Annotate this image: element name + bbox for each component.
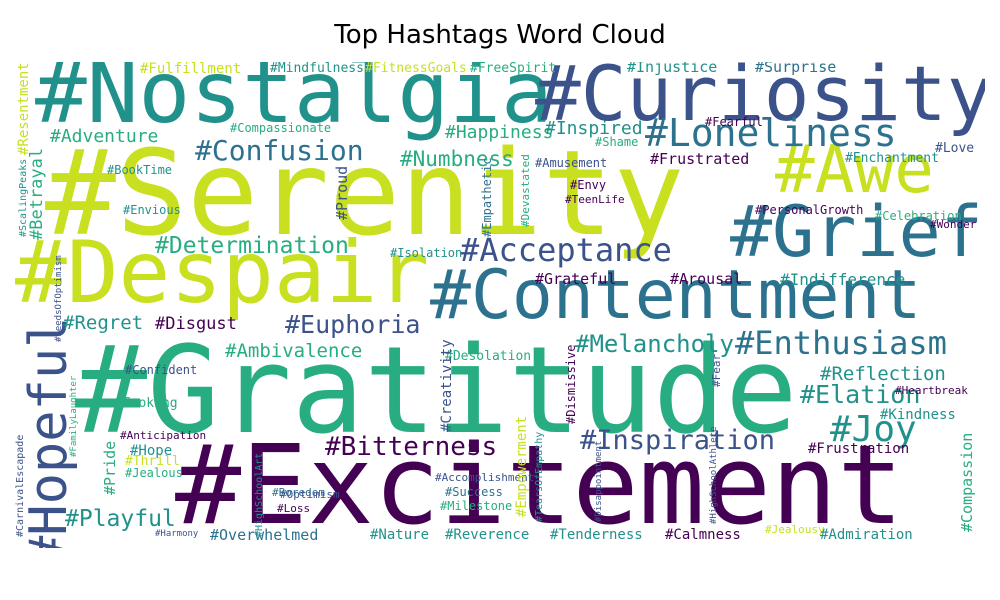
- word-fitnessgoals: #FitnessGoals: [365, 62, 467, 76]
- word-fear: #Fear: [710, 353, 723, 387]
- word-contentment: #Contentment: [430, 256, 922, 335]
- word-jealousy: #Jealousy: [765, 523, 825, 536]
- word-empowerment: #Empowerment: [514, 415, 530, 517]
- word-enchantment: #Enchantment: [845, 151, 939, 166]
- word-excitement: #Excitement: [175, 421, 904, 548]
- word-serenity: #Serenity: [45, 124, 685, 262]
- word-frustrated: #Frustrated: [650, 150, 750, 168]
- word-inspiration: #Inspiration: [580, 425, 776, 456]
- word-devastated: #Devastated: [519, 154, 532, 227]
- word-euphoria: #Euphoria: [285, 310, 421, 339]
- word-resentment: #Resentment: [16, 62, 32, 155]
- word-calmness: #Calmness: [665, 527, 741, 543]
- word-milestone: #Milestone: [440, 499, 513, 513]
- word-mindfulness: #Mindfulness: [270, 62, 364, 76]
- word-bitterness: #Bitterness: [325, 432, 498, 462]
- word-frustration: #Frustration: [808, 441, 910, 457]
- word-anticipation: #Anticipation: [120, 429, 207, 442]
- word-proud: #Proud: [333, 165, 351, 220]
- word-creativity: #Creativity: [439, 339, 455, 432]
- word-fearful: #Fearful: [705, 115, 763, 129]
- word-wonder: #Wonder: [930, 218, 977, 231]
- word-kindness: #Kindness: [880, 407, 956, 423]
- word-surprise: #Surprise: [755, 62, 837, 76]
- word-grateful: #Grateful: [535, 270, 617, 288]
- word-curiosity: #Curiosity: [535, 62, 985, 138]
- word-cloud: #Serenity #Gratitude #Excitement #Nostalgia…: [15, 62, 985, 548]
- word-nature: #Nature: [370, 527, 430, 543]
- word-awe: #Awe: [775, 131, 934, 208]
- word-accomplishment: #Accomplishment: [435, 471, 535, 484]
- word-indifference: #Indifference: [780, 270, 906, 289]
- word-betrayal: #Betrayal: [27, 147, 47, 240]
- word-highschoolathlete: #HighSchoolAthlete: [709, 426, 719, 524]
- word-inspired: #Inspired: [545, 118, 643, 139]
- word-heartbreak: #Heartbreak: [895, 384, 968, 397]
- word-admiration: #Admiration: [820, 527, 913, 543]
- word-adventure: #Adventure: [50, 126, 159, 147]
- word-freespirit: #FreeSpirit: [470, 62, 557, 76]
- word-acceptance: #Acceptance: [460, 231, 672, 269]
- word-familylaughter: #FamilyLaughter: [69, 375, 79, 457]
- word-personalgrowth: #PersonalGrowth: [755, 203, 864, 217]
- word-tearsofempathy: #TearsOfEmpathy: [534, 431, 545, 522]
- word-loneliness: #Loneliness: [645, 111, 897, 155]
- word-arousal: #Arousal: [670, 270, 743, 288]
- word-ambivalence: #Ambivalence: [225, 340, 363, 362]
- word-compassionate: #Compassionate: [230, 121, 332, 135]
- word-joy: #Joy: [830, 409, 917, 450]
- word-overwhelmed: #Overwhelmed: [210, 526, 319, 544]
- word-playful: #Playful: [65, 506, 176, 532]
- word-empathetic: #Empathetic: [480, 157, 494, 237]
- word-carnivalescapade: #CarnivalEscapade: [15, 434, 26, 537]
- word-love: #Love: [935, 141, 975, 156]
- word-cooking: #Cooking: [115, 396, 178, 411]
- word-grief: #Grief: [730, 191, 983, 273]
- word-thrill: #Thrill: [125, 454, 180, 469]
- word-confident: #Confident: [125, 363, 198, 377]
- word-disappointment: #Disappointment: [594, 440, 604, 522]
- word-success: #Success: [445, 485, 503, 499]
- word-numbness: #Numbness: [400, 147, 514, 171]
- word-isolation: #Isolation: [390, 246, 463, 260]
- word-pride: #Pride: [101, 440, 119, 495]
- word-determination: #Determination: [155, 233, 349, 259]
- word-gratitude: #Gratitude: [75, 322, 798, 461]
- word-regret: #Regret: [63, 312, 144, 334]
- word-reverence: #Reverence: [445, 527, 530, 543]
- word-tenderness: #Tenderness: [550, 527, 643, 543]
- word-elation: #Elation: [800, 380, 921, 409]
- word-compassion: #Compassion: [958, 432, 976, 532]
- chart-title: Top Hashtags Word Cloud: [334, 20, 666, 50]
- word-desolation: #Desolation: [445, 349, 532, 364]
- word-jealous: #Jealous: [125, 466, 183, 480]
- word-loss: #Loss: [277, 502, 311, 515]
- word-seedsofoptimism: #SeedsOfOptimism: [54, 255, 64, 342]
- word-celebration: #Celebration: [875, 209, 962, 223]
- word-scalingpeaks: #ScalingPeaks: [18, 158, 29, 237]
- word-harmony: #Harmony: [155, 529, 199, 539]
- word-reflection: #Reflection: [820, 363, 946, 385]
- word-hope: #Hope: [130, 443, 173, 459]
- word-optimism: #Optimism: [280, 488, 340, 501]
- word-boredom: #Boredom: [272, 486, 325, 499]
- word-confusion: #Confusion: [195, 134, 364, 167]
- word-amusement: #Amusement: [535, 156, 608, 170]
- word-envious: #Envious: [123, 203, 181, 217]
- word-envy: #Envy: [570, 178, 607, 192]
- word-enthusiasm: #Enthusiasm: [735, 324, 947, 362]
- word-nostalgia: #Nostalgia: [35, 62, 553, 143]
- word-despair: #Despair: [15, 223, 430, 323]
- word-shame: #Shame: [595, 135, 639, 149]
- word-happiness: #Happiness: [445, 122, 554, 143]
- word-melancholy: #Melancholy: [575, 330, 734, 358]
- word-injustice: #Injustice: [627, 62, 718, 76]
- word-highschoolart: #HighSchoolArt: [254, 452, 265, 537]
- word-teenlife: #TeenLife: [565, 193, 625, 206]
- word-fulfillment: #Fulfillment: [140, 62, 242, 77]
- word-booktime: #BookTime: [107, 163, 173, 177]
- word-dismissive: #Dismissive: [564, 344, 578, 424]
- word-disgust: #Disgust: [155, 314, 237, 334]
